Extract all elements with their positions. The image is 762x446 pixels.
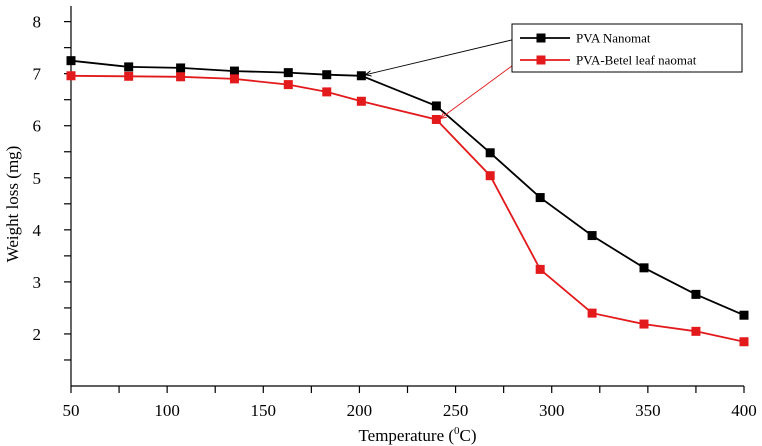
y-tick-label: 7 — [33, 65, 42, 84]
series-points — [66, 56, 749, 347]
data-point — [587, 308, 597, 318]
data-point — [356, 96, 366, 106]
legend-marker-1 — [536, 33, 546, 43]
series-line-1 — [70, 59, 745, 317]
legend-label-2: PVA-Betel leaf naomat — [576, 53, 697, 68]
data-point — [124, 62, 134, 72]
data-point — [535, 193, 545, 203]
data-point — [283, 68, 293, 78]
data-point — [66, 56, 76, 66]
data-point — [229, 74, 239, 84]
series-line-2 — [70, 74, 745, 343]
legend-label-1: PVA Nanomat — [576, 31, 651, 46]
data-point — [283, 80, 293, 90]
x-tick-label: 100 — [154, 401, 180, 420]
data-point — [229, 66, 239, 76]
data-point — [66, 71, 76, 81]
data-point — [176, 63, 186, 73]
legend: PVA Nanomat PVA-Betel leaf naomat — [511, 23, 743, 73]
data-point — [739, 310, 749, 320]
data-point — [587, 231, 597, 241]
legend-marker-2 — [536, 55, 546, 65]
data-point — [431, 101, 441, 111]
series-lines — [70, 59, 745, 343]
data-point — [691, 326, 701, 336]
data-point — [639, 263, 649, 273]
x-tick-label: 200 — [347, 401, 373, 420]
data-point — [639, 319, 649, 329]
annotation-arrow-1 — [365, 37, 521, 75]
data-point — [322, 87, 332, 97]
data-point — [322, 70, 332, 80]
x-tick-label: 250 — [443, 401, 469, 420]
y-tick-label: 2 — [33, 325, 42, 344]
data-point — [124, 71, 134, 81]
annotation-arrow-2 — [440, 59, 521, 118]
data-point — [356, 71, 366, 81]
data-point — [431, 114, 441, 124]
y-tick-label: 4 — [33, 221, 42, 240]
legend-box — [511, 23, 743, 73]
data-point — [691, 289, 701, 299]
x-tick-label: 300 — [539, 401, 565, 420]
data-point — [739, 337, 749, 347]
axis-labels: 50 100 150 200 250 300 350 400 2 3 4 5 6 7 8 Temperatur… — [3, 13, 757, 445]
data-point — [485, 148, 495, 158]
annotations — [365, 37, 521, 118]
y-tick-label: 5 — [33, 169, 42, 188]
y-tick-label: 6 — [33, 117, 42, 136]
x-tick-label: 400 — [731, 401, 757, 420]
x-tick-label: 150 — [251, 401, 277, 420]
y-tick-label: 8 — [33, 13, 42, 32]
y-tick-label: 3 — [33, 273, 42, 292]
data-point — [485, 171, 495, 181]
data-point — [176, 72, 186, 82]
y-axis-title: Weight loss (mg) — [3, 146, 22, 263]
x-axis-title: Temperature (0C) — [358, 425, 476, 445]
data-point — [535, 264, 545, 274]
x-tick-label: 50 — [63, 401, 80, 420]
x-tick-label: 350 — [635, 401, 661, 420]
